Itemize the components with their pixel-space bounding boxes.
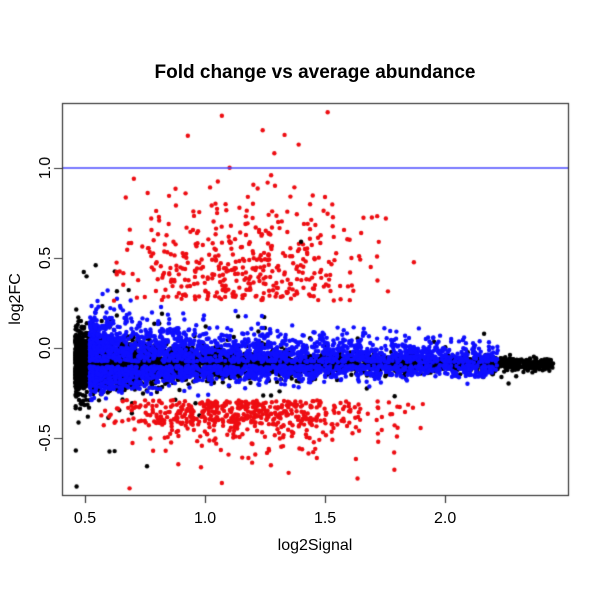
y-tick-label: 0.0 bbox=[37, 336, 54, 360]
y-tick-label: 1.0 bbox=[37, 156, 54, 180]
chart-title: Fold change vs average abundance bbox=[154, 62, 476, 83]
y-tick-label: 0.5 bbox=[37, 246, 54, 270]
y-tick-label: -0.5 bbox=[37, 424, 54, 452]
x-tick-label: 1.0 bbox=[193, 510, 217, 527]
x-tick-label: 1.5 bbox=[313, 510, 337, 527]
y-axis-label: log2FC bbox=[7, 273, 24, 325]
x-tick-label: 0.5 bbox=[73, 510, 97, 527]
x-axis-label: log2Signal bbox=[277, 537, 353, 554]
x-tick-label: 2.0 bbox=[433, 510, 457, 527]
